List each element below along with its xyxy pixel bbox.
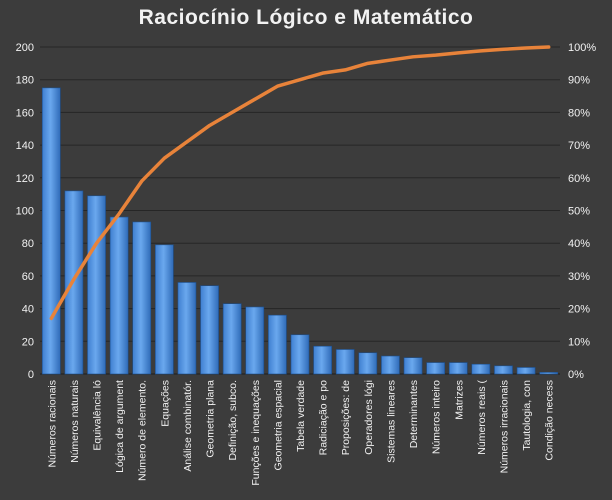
y2-tick-label: 40% (568, 238, 590, 250)
y-tick-label: 180 (16, 75, 34, 87)
bar (268, 314, 287, 375)
bar (335, 349, 355, 375)
y2-tick-label: 90% (568, 75, 590, 87)
y2-tick-label: 60% (568, 173, 590, 185)
bar (155, 244, 174, 375)
category-label: Funções e inequações (250, 380, 262, 486)
category-label: Números reais ( (476, 379, 488, 454)
bar (290, 334, 310, 375)
y2-tick-label: 10% (568, 336, 590, 348)
bar (448, 362, 468, 375)
y-tick-label: 0 (28, 369, 34, 381)
category-labels: Números racionais Números naturais Equival… (46, 379, 555, 485)
bar (245, 306, 265, 375)
category-label: Equivalência ló (92, 380, 104, 451)
category-label: Lógica de argument (114, 380, 126, 473)
chart-title: Raciocínio Lógico e Matemático (138, 6, 474, 29)
category-label: Definição, subco. (227, 380, 239, 461)
category-label: Determinantes (408, 380, 420, 448)
y-tick-label: 140 (16, 140, 34, 152)
category-label: Equações (159, 380, 171, 427)
category-label: Operadores lógi (363, 380, 375, 455)
category-label: Número de elemento. (137, 380, 149, 481)
category-label: Geometria plana (205, 380, 217, 458)
y2-tick-label: 100% (568, 42, 596, 54)
category-label: Tautologia, con (521, 380, 533, 451)
bar (41, 87, 61, 375)
category-label: Condição necess (544, 380, 556, 461)
y-tick-label: 40 (22, 304, 34, 316)
cumulative-percent-line (49, 45, 551, 321)
category-label: Radiciação e po (318, 380, 330, 455)
right-axis-ticks: 0% 10% 20% 30% 40% 50% 60% 70% 80% 90% 100% (568, 42, 596, 381)
bar (516, 367, 536, 375)
y2-tick-label: 50% (568, 206, 590, 218)
y-tick-label: 60 (22, 271, 34, 283)
y2-tick-label: 20% (568, 304, 590, 316)
category-label: Números irracionais (498, 380, 510, 473)
y-tick-label: 200 (16, 42, 34, 54)
y2-tick-label: 70% (568, 140, 590, 152)
bar (313, 345, 332, 375)
bar (471, 363, 491, 375)
y-tick-label: 160 (16, 107, 34, 119)
y2-tick-label: 30% (568, 271, 590, 283)
bar (494, 365, 513, 375)
y-tick-label: 120 (16, 173, 34, 185)
category-label: Proposições: de (340, 380, 352, 455)
bar (426, 362, 445, 375)
y-tick-label: 80 (22, 238, 34, 250)
cumulative-line (49, 45, 551, 321)
y-tick-label: 100 (16, 206, 34, 218)
category-label: Números racionais (46, 380, 58, 468)
y2-tick-label: 0% (568, 369, 584, 381)
left-axis-ticks: 0 20 40 60 80 100 120 140 160 180 200 (16, 42, 34, 381)
category-label: Geometria espacial (272, 380, 284, 470)
bar (539, 372, 559, 375)
bar (200, 285, 219, 375)
category-label: Matrizes (453, 380, 465, 420)
category-label: Sistemas lineares (385, 380, 397, 463)
y2-tick-label: 80% (568, 107, 590, 119)
y-tick-label: 20 (22, 336, 34, 348)
category-label: Números naturais (69, 380, 81, 463)
bars (41, 87, 559, 375)
bar (403, 357, 423, 375)
bar (109, 216, 129, 375)
bar (177, 282, 197, 375)
bar (381, 355, 400, 375)
bar (87, 195, 106, 375)
category-label: Tabela verdade (295, 380, 307, 452)
category-label: Análise combinatór. (182, 380, 194, 472)
category-label: Números inteiro (431, 380, 443, 454)
bar (132, 221, 152, 375)
bar (358, 352, 378, 375)
bar (222, 303, 242, 375)
